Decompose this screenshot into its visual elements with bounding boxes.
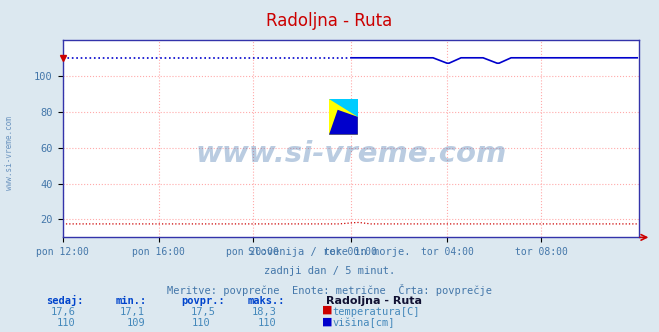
Text: ■: ■ (322, 316, 332, 326)
Text: ■: ■ (322, 305, 332, 315)
Text: 109: 109 (127, 318, 145, 328)
Text: višina[cm]: višina[cm] (333, 318, 395, 328)
Text: 110: 110 (192, 318, 211, 328)
Text: 17,5: 17,5 (191, 307, 216, 317)
Text: maks.:: maks.: (247, 296, 285, 306)
Polygon shape (329, 110, 358, 135)
Text: povpr.:: povpr.: (181, 296, 225, 306)
Text: Meritve: povprečne  Enote: metrične  Črta: povprečje: Meritve: povprečne Enote: metrične Črta:… (167, 284, 492, 296)
Text: zadnji dan / 5 minut.: zadnji dan / 5 minut. (264, 266, 395, 276)
Text: min.:: min.: (115, 296, 146, 306)
Text: 18,3: 18,3 (252, 307, 277, 317)
Text: 17,1: 17,1 (120, 307, 145, 317)
Text: Radoljna - Ruta: Radoljna - Ruta (266, 12, 393, 30)
Text: 110: 110 (258, 318, 277, 328)
Text: sedaj:: sedaj: (46, 295, 84, 306)
Text: 110: 110 (57, 318, 76, 328)
Polygon shape (329, 99, 358, 117)
Text: www.si-vreme.com: www.si-vreme.com (5, 116, 14, 190)
FancyBboxPatch shape (329, 99, 358, 135)
Text: temperatura[C]: temperatura[C] (333, 307, 420, 317)
Text: 17,6: 17,6 (51, 307, 76, 317)
Text: Slovenija / reke in morje.: Slovenija / reke in morje. (248, 247, 411, 257)
Text: Radoljna - Ruta: Radoljna - Ruta (326, 296, 422, 306)
Text: www.si-vreme.com: www.si-vreme.com (195, 140, 507, 168)
